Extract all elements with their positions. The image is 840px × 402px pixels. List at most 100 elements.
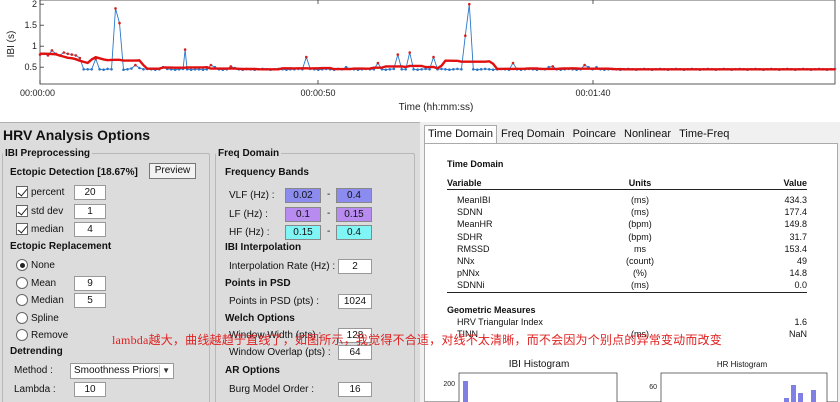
select-separator (159, 365, 160, 377)
lambda-label: Lambda : (14, 384, 56, 395)
row-variable: MeanHR (457, 219, 493, 230)
ibi-preprocessing-group (2, 153, 210, 402)
none-radio[interactable] (16, 259, 28, 271)
row-units: (bpm) (628, 219, 652, 230)
ibi-point (392, 67, 396, 71)
ibi-point (110, 68, 113, 71)
preview-button[interactable]: Preview (149, 163, 196, 179)
hrv-options-panel: HRV Analysis Options IBI Preprocessing E… (0, 122, 420, 402)
stddev-checkbox[interactable] (16, 205, 28, 217)
percent-input[interactable]: 20 (74, 185, 106, 200)
tab-time-freq[interactable]: Time-Freq (679, 128, 730, 140)
none-label: None (31, 260, 55, 271)
chevron-down-icon[interactable]: ▼ (162, 366, 170, 375)
burg-model-order-label: Burg Model Order : (229, 384, 315, 395)
hr-histogram-title: HR Histogram (717, 360, 768, 369)
ibi-point (456, 67, 459, 71)
ectopic-detection-title: Ectopic Detection [18.67%] (10, 167, 138, 178)
row-variable: SDNNi (457, 280, 485, 291)
units-header: Units (628, 178, 652, 188)
row-variable: SDHR (457, 231, 483, 242)
stddev-input[interactable]: 1 (74, 204, 106, 219)
median-input[interactable]: 4 (74, 222, 106, 237)
geometric-value: NaN (788, 329, 807, 339)
ectopic-replacement-title: Ectopic Replacement (10, 241, 112, 252)
window-width-input[interactable]: 128 (338, 328, 372, 343)
median-replacement-radio[interactable] (16, 294, 28, 306)
ibi-point (106, 67, 109, 71)
hf-low-input[interactable]: 0.15 (285, 225, 321, 240)
hr-histogram-bar (791, 385, 796, 402)
row-variable: pNNx (457, 268, 480, 279)
tab-freq-domain[interactable]: Freq Domain (501, 128, 565, 140)
interpolation-rate-input[interactable]: 2 (338, 259, 372, 274)
method-select-value: Smoothness Priors (74, 365, 159, 376)
stddev-label: std dev (31, 206, 64, 217)
ibi-point (118, 21, 121, 25)
lf-high-input[interactable]: 0.15 (336, 207, 372, 222)
row-units: (ms) (631, 280, 649, 291)
ibi-interpolation-title: IBI Interpolation (225, 242, 302, 253)
ibi-point (98, 68, 101, 71)
ibi-point (483, 67, 487, 71)
ibi-preprocessing-title: IBI Preprocessing (3, 148, 93, 159)
ibi-point (66, 52, 70, 56)
ibi-plot[interactable]: 0.5 1 1.5 2 00:00:00 00:00:50 00:01:40 IBI (s… (0, 0, 840, 122)
vlf-high-input[interactable]: 0.4 (336, 188, 372, 203)
method-select[interactable]: Smoothness Priors ▼ (70, 363, 174, 379)
points-in-psd-input[interactable]: 1024 (338, 294, 372, 309)
mean-radio[interactable] (16, 277, 28, 289)
vlf-dash: - (327, 189, 331, 200)
ibi-point (376, 61, 380, 65)
vlf-low-input[interactable]: 0.02 (285, 188, 321, 203)
ibi-point (479, 68, 483, 71)
ibi-point (416, 68, 419, 71)
lf-dash: - (327, 208, 331, 219)
ibi-point (472, 68, 475, 71)
ibi-point (408, 51, 412, 54)
ibi-point (142, 68, 145, 71)
y-tick-label: 2 (32, 0, 37, 9)
ibi-point (476, 68, 479, 71)
ibi-point (468, 2, 471, 6)
geometric-units: (ms) (631, 329, 649, 339)
ibi-point (78, 56, 82, 60)
ibi-point (62, 51, 66, 54)
lf-low-input[interactable]: 0.1 (285, 207, 321, 222)
hf-label: HF (Hz) : (229, 227, 270, 238)
ibi-histogram-tick: 200 (443, 381, 455, 388)
hf-high-input[interactable]: 0.4 (336, 225, 372, 240)
remove-radio[interactable] (16, 329, 28, 341)
row-value: 31.7 (789, 231, 807, 242)
tab-nonlinear[interactable]: Nonlinear (624, 128, 672, 140)
median-label: median (31, 224, 64, 235)
ibi-point (388, 68, 392, 71)
y-tick-label: 0.5 (24, 62, 37, 72)
x-tick-label: 00:01:40 (575, 88, 610, 98)
median-checkbox[interactable] (16, 223, 28, 235)
ibi-point (448, 68, 451, 71)
percent-checkbox[interactable] (16, 186, 28, 198)
vlf-label: VLF (Hz) : (229, 190, 275, 201)
ibi-point (460, 68, 463, 71)
spline-radio[interactable] (16, 312, 28, 324)
ibi-point (491, 68, 495, 71)
lambda-input[interactable]: 10 (74, 382, 106, 397)
row-variable: NNx (457, 256, 475, 266)
mean-input[interactable]: 9 (74, 276, 106, 291)
ar-options-title: AR Options (225, 365, 280, 376)
value-header: Value (783, 178, 807, 188)
median-replacement-input[interactable]: 5 (74, 293, 106, 308)
interpolation-rate-label: Interpolation Rate (Hz) : (229, 261, 336, 272)
row-value: 177.4 (784, 207, 807, 218)
ibi-point (90, 68, 93, 71)
tab-time-domain[interactable]: Time Domain (424, 125, 497, 143)
hr-histogram-bar (811, 390, 816, 402)
tab-poincare[interactable]: Poincare (572, 128, 616, 140)
ibi-point (511, 61, 515, 65)
window-overlap-input[interactable]: 64 (338, 345, 372, 360)
trend-curve (40, 52, 835, 71)
freq-domain-title: Freq Domain (216, 148, 282, 159)
burg-model-order-input[interactable]: 16 (338, 382, 372, 397)
